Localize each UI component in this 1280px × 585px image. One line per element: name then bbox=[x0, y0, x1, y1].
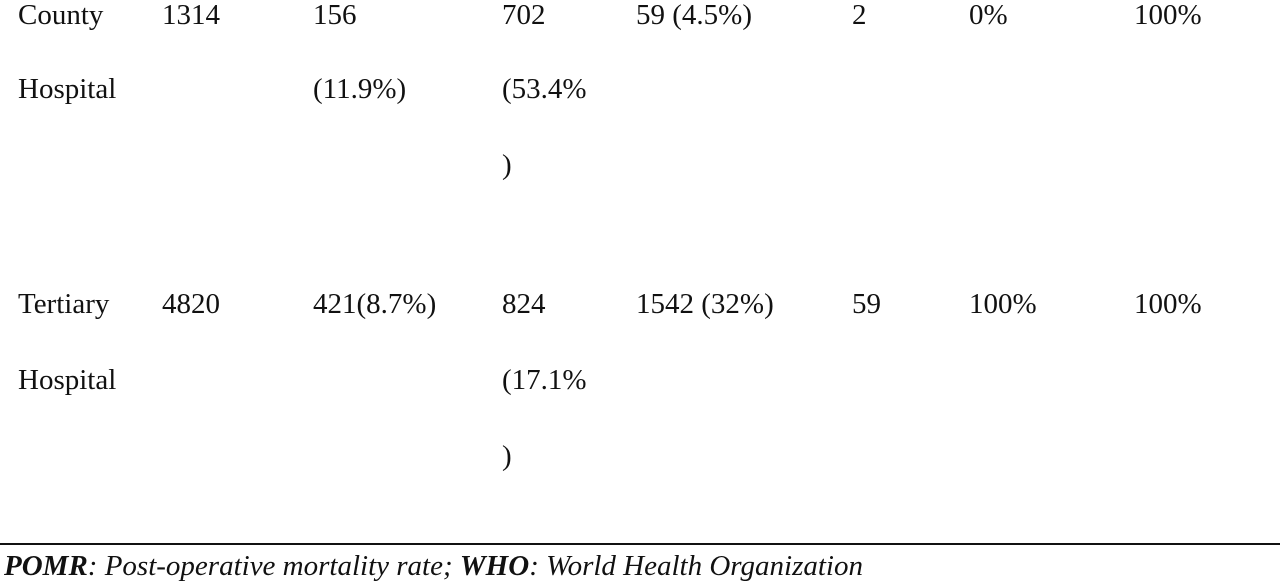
row-tertiary-col3-line2: (17.1% bbox=[502, 364, 587, 396]
footnote-abbr-who: WHO bbox=[459, 550, 530, 582]
row-county-col3-line1: 702 bbox=[502, 0, 546, 31]
row-county-col6: 0% bbox=[969, 0, 1008, 31]
table-bottom-rule bbox=[0, 543, 1280, 545]
row-tertiary-col3-line3: ) bbox=[502, 440, 512, 472]
footnote-def-who: : World Health Organization bbox=[529, 550, 863, 582]
row-tertiary-label-line1: Tertiary bbox=[18, 288, 110, 320]
row-county-label-line2: Hospital bbox=[18, 73, 117, 105]
row-tertiary-col2: 421(8.7%) bbox=[313, 288, 437, 320]
row-tertiary-col1: 4820 bbox=[162, 288, 220, 320]
row-county-col2-line1: 156 bbox=[313, 0, 357, 31]
row-tertiary-col4: 1542 (32%) bbox=[636, 288, 774, 320]
row-county-col4: 59 (4.5%) bbox=[636, 0, 752, 31]
row-county-col5: 2 bbox=[852, 0, 867, 31]
row-county-label-line1: County bbox=[18, 0, 104, 31]
row-tertiary-col5: 59 bbox=[852, 288, 881, 320]
row-county-col3-line2: (53.4% bbox=[502, 73, 587, 105]
footnote-def-pomr: : Post-operative mortality rate; bbox=[87, 550, 460, 582]
row-county-col2-line2: (11.9%) bbox=[313, 73, 407, 105]
row-tertiary-col7: 100% bbox=[1134, 288, 1202, 320]
footnote-abbr-pomr: POMR bbox=[4, 550, 88, 582]
row-county-col1: 1314 bbox=[162, 0, 220, 31]
table-footnote: POMR: Post-operative mortality rate; WHO… bbox=[4, 548, 863, 585]
row-tertiary-col3-line1: 824 bbox=[502, 288, 546, 320]
row-tertiary-col6: 100% bbox=[969, 288, 1037, 320]
row-tertiary-label-line2: Hospital bbox=[18, 364, 117, 396]
row-county-col3-line3: ) bbox=[502, 149, 512, 181]
row-county-col7: 100% bbox=[1134, 0, 1202, 31]
